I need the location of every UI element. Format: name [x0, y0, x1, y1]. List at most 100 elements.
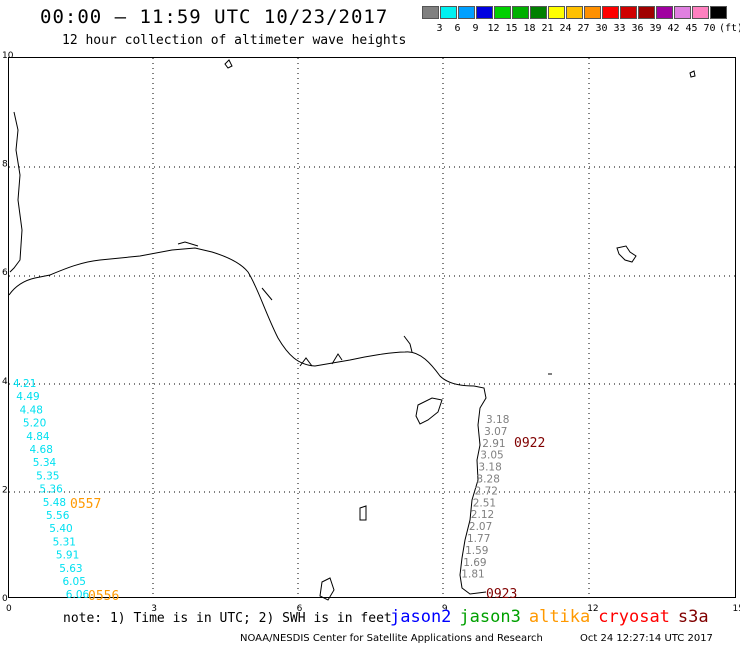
footnote: note: 1) Time is in UTC; 2) SWH is in fe…	[63, 611, 392, 626]
coastline	[8, 59, 696, 601]
wave-height-value: 5.20	[23, 418, 46, 430]
satellite-legend-item: s3a	[677, 607, 709, 627]
wave-height-value: 4.49	[16, 391, 39, 403]
wave-height-value: 5.40	[49, 523, 72, 535]
wave-height-value: 3.05	[480, 450, 503, 462]
satellite-legend-item: jason2	[390, 607, 452, 627]
wave-height-value: 1.69	[463, 557, 486, 569]
color-legend-label: 42	[667, 23, 680, 34]
color-legend-label: 70	[703, 23, 716, 34]
wave-height-value: 5.63	[59, 563, 82, 575]
color-legend-label: 45	[685, 23, 698, 34]
color-legend-label: 18	[523, 23, 536, 34]
color-legend-label: 36	[631, 23, 644, 34]
color-swatch	[656, 6, 673, 19]
color-swatch	[458, 6, 475, 19]
wave-height-value: 4.84	[26, 431, 50, 443]
credit-line: NOAA/NESDIS Center for Satellite Applica…	[240, 633, 543, 644]
color-swatch	[494, 6, 511, 19]
x-axis-ticks: 0 3 6 9 12 15	[6, 604, 740, 614]
color-swatch	[638, 6, 655, 19]
color-legend-label: 27	[577, 23, 590, 34]
color-swatch	[566, 6, 583, 19]
x-tick-label: 0	[6, 604, 12, 614]
y-tick-label: 4	[2, 377, 8, 387]
satellite-legend-item: jason3	[459, 607, 521, 627]
color-legend-label: 6	[454, 23, 461, 34]
color-legend-label: 9	[472, 23, 479, 34]
wave-height-value: 6.06	[66, 589, 90, 601]
wave-height-value: 2.72	[475, 485, 498, 497]
y-tick-label: 2	[2, 485, 8, 495]
y-tick-label: 8	[2, 160, 8, 170]
wave-height-value: 4.21	[13, 378, 36, 390]
color-swatch	[476, 6, 493, 19]
color-legend-unit: (ft)	[719, 23, 740, 34]
wave-height-value: 2.91	[482, 438, 505, 450]
color-swatch	[674, 6, 691, 19]
color-legend-label: 39	[649, 23, 662, 34]
x-tick-label: 12	[587, 604, 598, 614]
wave-height-value: 3.18	[486, 414, 509, 426]
wave-height-value: 5.34	[33, 457, 57, 469]
satellite-legend-item: cryosat	[598, 607, 670, 627]
wave-height-value: 5.48	[43, 497, 66, 509]
y-tick-label: 0	[2, 594, 8, 604]
pass-time-label: 0923	[486, 587, 517, 602]
wave-height-value: 5.91	[56, 550, 79, 562]
color-legend-label: 12	[487, 23, 500, 34]
altimeter-track-1: 4.214.494.48 5.204.844.685.345.35 5.365.48…	[13, 378, 119, 604]
color-swatch	[620, 6, 637, 19]
pass-time-label: 0922	[514, 436, 545, 451]
x-tick-label: 3	[151, 604, 157, 614]
x-tick-label: 9	[442, 604, 448, 614]
wave-height-value: 5.36	[39, 484, 63, 496]
y-tick-label: 10	[2, 51, 14, 61]
wave-height-value: 6.05	[63, 576, 86, 588]
wave-height-value: 4.48	[20, 404, 43, 416]
color-legend-label: 3	[436, 23, 443, 34]
generated-timestamp: Oct 24 12:27:14 UTC 2017	[580, 633, 713, 644]
wave-height-value: 3.28	[477, 474, 500, 486]
color-swatch	[530, 6, 547, 19]
plot-frame	[8, 57, 736, 598]
chart-title: 00:00 – 11:59 UTC 10/23/2017	[40, 6, 389, 28]
grid	[9, 58, 735, 597]
color-legend-label: 30	[595, 23, 608, 34]
wave-height-value: 1.59	[465, 545, 488, 557]
color-swatch	[710, 6, 727, 19]
wave-height-value: 2.07	[469, 521, 492, 533]
color-legend-label: 21	[541, 23, 554, 34]
color-swatch	[584, 6, 601, 19]
wave-height-value: 3.18	[478, 462, 501, 474]
wave-height-value: 5.56	[46, 510, 70, 522]
wave-height-value: 2.12	[471, 509, 494, 521]
wave-height-value: 5.35	[36, 470, 59, 482]
chart-subtitle: 12 hour collection of altimeter wave hei…	[62, 33, 407, 48]
color-swatch	[692, 6, 709, 19]
color-swatch	[440, 6, 457, 19]
x-tick-label: 15	[733, 604, 740, 614]
wave-height-value: 5.31	[53, 536, 76, 548]
y-tick-label: 6	[2, 268, 8, 278]
color-swatch	[512, 6, 529, 19]
wave-height-value: 1.81	[461, 569, 484, 581]
color-swatch	[422, 6, 439, 19]
pass-time-label: 0557	[70, 497, 101, 512]
color-legend-label: 33	[613, 23, 626, 34]
satellite-legend: jason2 jason3 altika cryosat s3a	[390, 607, 717, 627]
color-swatch	[548, 6, 565, 19]
wave-height-value: 3.07	[484, 426, 507, 438]
color-legend-label: 15	[505, 23, 518, 34]
color-swatch	[602, 6, 619, 19]
y-axis-ticks: 0 2 4 6 8 10	[2, 51, 14, 604]
satellite-legend-item: altika	[528, 607, 591, 627]
wave-height-value: 1.77	[467, 533, 490, 545]
altimeter-track-2: 3.183.072.913.053.183.282.722.512.122.07…	[461, 414, 545, 602]
pass-time-label: 0556	[88, 589, 119, 604]
color-legend-label: 24	[559, 23, 572, 34]
x-tick-label: 6	[297, 604, 303, 614]
wave-height-value: 2.51	[473, 497, 496, 509]
wave-height-value: 4.68	[30, 444, 53, 456]
